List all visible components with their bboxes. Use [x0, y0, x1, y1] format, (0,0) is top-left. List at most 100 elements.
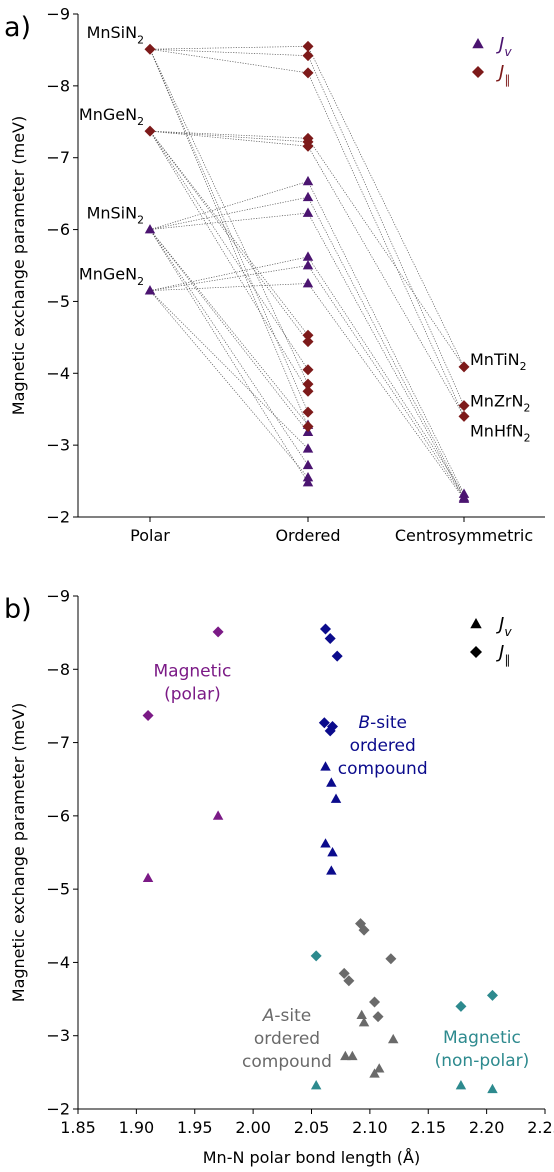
- panel-b-x-tick-label: 1.90: [119, 1118, 155, 1137]
- panel-b-axes: −2 −3 −4 −5 −6 −7 −8 −9 1.85 1.90 1.95 2.00 2.05 2.10…: [4, 587, 554, 1168]
- panel-b-marker: [324, 633, 336, 645]
- panel-a-connection-line: [149, 229, 309, 466]
- panel-a-legend-label-sub: ∥: [504, 73, 510, 87]
- panel-a-annotation-label: MnSiN2: [87, 23, 144, 46]
- panel-a-connection-line: [307, 181, 465, 495]
- panel-b-legend: Jv J∥: [470, 614, 512, 667]
- panel-a-connection-line: [149, 48, 309, 57]
- panel-a-connection-line: [149, 212, 309, 230]
- panel-a-annotation-label-main: MnTiN: [470, 350, 520, 369]
- panel-a-marker-centrosymmetric: [458, 361, 470, 373]
- panel-a-marker-ordered: [302, 40, 314, 52]
- panel-a-marker-polar: [144, 285, 156, 295]
- panel-a-marker-ordered: [302, 364, 314, 376]
- panel-a-connection-line: [307, 46, 465, 367]
- panel-b-group-label-italic: A: [262, 1006, 275, 1026]
- panel-b-x-tick-label: 1.95: [177, 1118, 213, 1137]
- panel-a-marker-ordered: [302, 251, 314, 261]
- panel-b-marker: [320, 623, 332, 635]
- panel-b-group-label-line: compound: [338, 759, 428, 779]
- panel-b-group-label-line: ordered: [350, 736, 416, 756]
- panel-a-marker-ordered: [302, 191, 314, 202]
- panel-b-marker: [347, 1050, 358, 1061]
- panel-a-connection-line: [307, 265, 465, 498]
- panel-a-connection-line: [307, 197, 465, 498]
- panel-b-legend-label-main: J: [496, 614, 504, 635]
- panel-a-marker-ordered: [302, 477, 314, 487]
- panel-a-marker-ordered: [302, 207, 314, 217]
- panel-b-group-label-line: B-site: [358, 713, 407, 733]
- panel-a-x-tick-label: Polar: [130, 526, 170, 545]
- panel-a-annotation-label: MnGeN2: [79, 265, 144, 288]
- panel-a-connection-line: [149, 290, 309, 478]
- panel-b-legend-label-main: J: [496, 642, 504, 663]
- panel-b-marker: [369, 1068, 380, 1078]
- panel-a-legend-label: J∥: [496, 62, 510, 87]
- panel-a-annotation-label: MnTiN2: [470, 350, 527, 373]
- panel-a-annotation-label: MnHfN2: [470, 421, 531, 444]
- panel-b-legend-label-sub: v: [504, 625, 512, 639]
- panel-b-marker: [369, 996, 381, 1008]
- panel-b-marker: [340, 1050, 351, 1061]
- panel-a-connection-line: [149, 48, 309, 74]
- panel-a-marker-centrosymmetric: [458, 410, 470, 422]
- panel-b-marker: [356, 1009, 367, 1020]
- panel-b-x-tick-label: 2.05: [294, 1118, 330, 1137]
- panel-b-marker: [385, 953, 397, 965]
- panel-b-chart: −2 −3 −4 −5 −6 −7 −8 −9 1.85 1.90 1.95 2.00 2.05 2.10…: [4, 587, 554, 1168]
- panel-a-chart: −2 −3 −4 −5 −6 −7 −8 −9 Polar Ordered Centrosymmet…: [4, 5, 545, 545]
- panel-b-marker: [455, 1080, 467, 1090]
- panel-a-connection-line: [149, 265, 309, 291]
- panel-a-marker-ordered: [302, 378, 314, 390]
- panel-a-marker-polar: [144, 125, 156, 137]
- panel-a-connection-line: [149, 130, 309, 342]
- panel-a-connection-line: [149, 283, 309, 291]
- panel-b-marker: [358, 1017, 370, 1027]
- panel-b-y-tick-label: −5: [46, 880, 70, 899]
- panel-b-marker: [343, 975, 355, 987]
- panel-b-y-tick-label: −9: [46, 587, 70, 606]
- panel-a-connection-line: [307, 72, 465, 417]
- panel-a-marker-ordered: [302, 50, 314, 62]
- panel-a-connection-line: [307, 212, 465, 500]
- panel-b-marker: [142, 872, 154, 882]
- panel-a-connection-line: [149, 130, 309, 147]
- panel-b-y-axis-label: Magnetic exchange parameter (meV): [9, 703, 28, 1002]
- panel-b-y-tick-label: −2: [46, 1100, 70, 1119]
- panel-b-marker: [320, 838, 331, 848]
- panel-b-marker: [331, 650, 343, 662]
- panel-a-legend: Jv J∥: [472, 34, 512, 87]
- panel-b-group-label-line: (polar): [164, 685, 221, 705]
- panel-a-annotation-label-main: MnZrN: [470, 392, 523, 411]
- panel-b-x-tick-label: 1.85: [60, 1118, 96, 1137]
- panel-a-y-tick-label: −4: [46, 364, 70, 383]
- panel-a-marker-ordered: [302, 67, 314, 79]
- panel-a-marker-polar: [144, 224, 156, 234]
- panel-a-annotation-label-sub: 2: [137, 33, 144, 46]
- panel-a-annotation-label: MnZrN2: [470, 392, 530, 415]
- panel-b-y-tick-label: −3: [46, 1026, 70, 1045]
- panel-a-y-tick-label: −7: [46, 148, 70, 167]
- panel-b-marker: [487, 1083, 498, 1094]
- panel-a-marker-ordered: [302, 420, 314, 432]
- panel-a-connection-line: [149, 229, 309, 426]
- panel-b-marker: [358, 924, 370, 936]
- panel-a-legend-marker: [472, 38, 484, 49]
- panel-a-marker-centrosymmetric: [458, 493, 470, 503]
- panel-b-group-label-line: Magnetic: [153, 662, 231, 682]
- panel-b-legend-label: J∥: [496, 642, 510, 667]
- panel-a-axes: −2 −3 −4 −5 −6 −7 −8 −9 Polar Ordered Centrosymmet…: [4, 5, 545, 545]
- panel-a-connection-line: [307, 55, 465, 406]
- panel-a-connection-line: [149, 130, 309, 336]
- panel-b-x-tick-label: 2.25: [527, 1118, 554, 1137]
- panel-a-marker-ordered: [302, 277, 314, 288]
- panel-a-x-tick-label: Ordered: [275, 526, 340, 545]
- panel-a-annotation-label-sub: 2: [523, 402, 530, 415]
- panel-b-marker: [212, 810, 224, 820]
- panel-a-y-axis-label: Magnetic exchange parameter (meV): [9, 116, 28, 415]
- panel-b-panel-label: b): [4, 594, 32, 625]
- panel-a-legend-label: Jv: [496, 34, 512, 59]
- panel-a-connection-line: [149, 130, 309, 139]
- panel-a-marker-ordered: [302, 329, 314, 341]
- panel-a-annotation-label-main: MnSiN: [87, 23, 138, 42]
